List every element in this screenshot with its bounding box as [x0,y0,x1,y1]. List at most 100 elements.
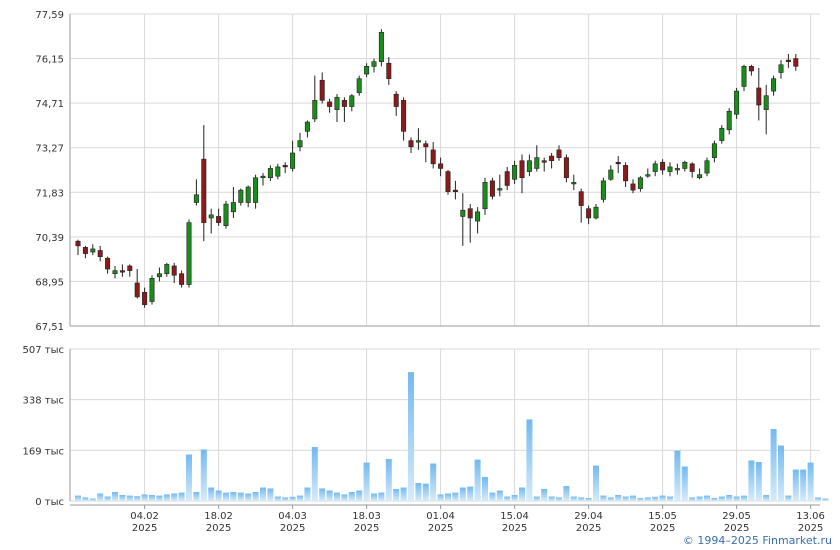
volume-bar [792,469,799,501]
candle-body [445,171,451,192]
x-tick-date: 15.04 [500,511,529,522]
volume-bar [696,496,703,501]
candle [645,168,651,178]
candle [356,75,362,96]
candle [637,176,643,192]
candle [171,262,177,283]
candle-body [327,101,333,107]
candle [341,97,347,123]
volume-bar [615,495,622,501]
volume-bar [348,492,355,501]
x-tick-date: 18.03 [352,511,381,522]
candle-body [193,194,199,203]
volume-bar [200,449,207,501]
volume-bar [511,495,518,501]
candle-body [82,247,88,254]
candle-body [386,62,392,79]
volume-bar [607,497,614,501]
candle-body [105,257,111,270]
candle-body [341,100,347,107]
volume-bar [237,492,244,501]
volume-bar [748,460,755,501]
volume-bar [548,496,555,501]
candle [771,75,777,96]
volume-bar [75,495,81,501]
candle-body [608,169,614,180]
candle-body [497,188,503,191]
candle-body [216,216,222,223]
volume-bar [82,497,89,501]
volume-bar [378,492,385,501]
x-axis: 04.02202518.02202504.03202518.03202501.0… [70,504,825,534]
x-tick-year: 2025 [132,523,157,534]
candle-body [549,155,555,162]
volume-bar [630,495,636,501]
candle [297,132,303,152]
price-panel: 77,59 76,15 74,71 73,27 71,83 70,39 68,95 67,51 [35,10,820,333]
volume-panel: 507 тыс 338 тыс 169 тыс 0 тыс [23,345,829,508]
candle-body [623,165,629,182]
candle [571,174,577,191]
volume-bar [363,462,370,501]
price-tick-label: 74,71 [35,99,64,110]
candle-body [778,64,784,73]
volume-bar [489,492,496,501]
candle [608,165,614,181]
candle [586,205,592,225]
candle-body [563,157,569,179]
candle-body [223,203,229,227]
candle [275,163,281,180]
volume-bar [104,496,111,501]
candle-body [312,100,318,120]
candle [186,219,192,288]
volume-bar [89,498,96,501]
volume-bar [585,498,592,501]
volume-bar [289,496,296,501]
candle [719,125,725,144]
candle [793,53,799,71]
candle [541,157,547,172]
x-tick-date: 04.02 [130,511,159,522]
volume-bar [230,492,237,501]
volume-bar [519,487,525,501]
candle-body [304,121,310,132]
candle-body [719,127,725,141]
volume-bar [763,495,770,501]
candle [238,188,244,206]
x-tick-date: 18.02 [204,511,233,522]
candle [112,265,118,279]
candle [785,53,791,68]
price-tick-label: 71,83 [35,188,64,199]
volume-bar [785,495,792,501]
candle-body [238,189,244,203]
candle-body [164,264,170,274]
candle [156,267,162,282]
volume-bar [704,495,710,501]
candle [349,94,355,112]
volume-bar [637,498,644,501]
volume-bar [482,477,488,501]
volume-bar [733,496,740,501]
candle-body [793,58,799,67]
candle-body [393,93,399,107]
volume-bar [467,486,474,501]
volume-bar [149,495,155,501]
volume-bar [171,493,178,501]
x-tick-year: 2025 [576,523,601,534]
volume-bar [496,490,503,501]
candle-body [423,143,429,148]
candle [438,157,444,177]
volume-bar [126,495,133,501]
x-tick-date: 29.05 [722,511,751,522]
volume-bar [341,494,348,501]
candle-body [660,161,666,171]
candle [119,264,125,277]
candle [563,154,569,183]
volume-bar [141,494,148,501]
price-tick-label: 67,51 [35,322,64,333]
candle [267,165,273,181]
volume-bar [319,488,326,501]
volume-tick-label: 169 тыс [23,446,64,457]
candle-body [430,149,436,165]
copyright-text[interactable]: © 1994–2025 Finmarket.ru [682,534,832,547]
